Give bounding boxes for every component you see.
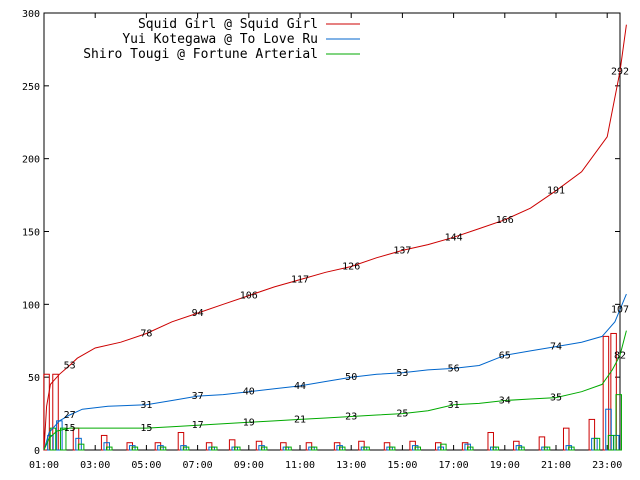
- x-tick-label: 07:00: [183, 460, 213, 471]
- data-label: 44: [294, 381, 306, 392]
- x-tick-label: 01:00: [29, 460, 59, 471]
- data-label: 53: [64, 361, 76, 372]
- data-label: 19: [243, 417, 255, 428]
- data-label: 21: [294, 414, 306, 425]
- legend-label: Shiro Tougi @ Fortune Arterial: [83, 47, 318, 62]
- hourly-bar: [260, 446, 268, 451]
- y-tick-label: 300: [22, 9, 40, 20]
- data-label: 37: [192, 391, 204, 402]
- legend-label: Squid Girl @ Squid Girl: [138, 17, 318, 32]
- legend-label: Yui Kotegawa @ To Love Ru: [122, 32, 318, 47]
- hourly-bar: [466, 446, 474, 451]
- hourly-bar: [106, 446, 113, 451]
- data-label: 15: [140, 423, 152, 434]
- data-label: 166: [496, 215, 514, 226]
- x-tick-label: 05:00: [131, 460, 161, 471]
- hourly-bar: [43, 373, 50, 451]
- hourly-bar: [210, 446, 218, 451]
- x-tick-label: 15:00: [387, 460, 417, 471]
- data-label: 65: [499, 350, 511, 361]
- data-label: 56: [448, 363, 460, 374]
- data-label: 31: [140, 400, 152, 411]
- data-label: 23: [345, 411, 357, 422]
- x-tick-label: 21:00: [541, 460, 571, 471]
- y-tick-label: 200: [22, 155, 40, 166]
- x-tick-label: 03:00: [80, 460, 110, 471]
- hourly-bar: [414, 446, 422, 451]
- x-tick-label: 23:00: [592, 460, 622, 471]
- series-line: [43, 330, 627, 451]
- hourly-bar: [518, 446, 525, 451]
- data-label: 191: [547, 186, 565, 197]
- series-line: [43, 24, 627, 451]
- hourly-bar: [568, 446, 575, 451]
- data-label: 137: [393, 245, 411, 256]
- data-label: 27: [64, 410, 76, 421]
- data-label: 35: [550, 393, 562, 404]
- data-label: 17: [192, 420, 204, 431]
- data-label: 25: [396, 409, 408, 420]
- hourly-bar: [543, 446, 551, 451]
- hourly-bar: [56, 420, 63, 451]
- data-label: 292: [611, 66, 629, 77]
- data-label: 94: [192, 308, 204, 319]
- hourly-bar: [77, 443, 85, 451]
- data-label: 15: [64, 423, 76, 434]
- data-label: 82: [614, 350, 626, 361]
- hourly-bar: [131, 446, 139, 451]
- x-tick-label: 11:00: [285, 460, 315, 471]
- x-tick-label: 17:00: [439, 460, 469, 471]
- hourly-bar: [615, 394, 622, 451]
- hourly-bar: [285, 446, 292, 451]
- y-tick-label: 250: [22, 82, 40, 93]
- data-label: 144: [445, 232, 463, 243]
- data-label: 53: [396, 368, 408, 379]
- data-label: 50: [345, 372, 357, 383]
- y-tick-label: 100: [22, 300, 40, 311]
- hourly-bar: [59, 427, 67, 451]
- y-tick-label: 150: [22, 228, 40, 239]
- hourly-bar: [182, 446, 190, 451]
- data-label: 74: [550, 342, 562, 353]
- hourly-bar: [593, 437, 601, 451]
- hourly-bar: [388, 446, 396, 451]
- y-tick-label: 50: [28, 373, 40, 384]
- hourly-bar: [363, 446, 370, 451]
- x-tick-label: 19:00: [490, 460, 520, 471]
- x-tick-label: 09:00: [234, 460, 264, 471]
- y-tick-label: 0: [34, 446, 40, 457]
- hourly-bar: [492, 446, 500, 451]
- data-label: 107: [611, 305, 629, 316]
- data-label: 78: [140, 328, 152, 339]
- hourly-bar: [440, 443, 447, 451]
- data-label: 40: [243, 387, 255, 398]
- plot-frame: [43, 12, 621, 451]
- data-label: 117: [291, 275, 309, 286]
- data-label: 31: [448, 400, 460, 411]
- hourly-bar: [607, 434, 615, 451]
- hourly-bar: [159, 446, 167, 451]
- data-label: 34: [499, 395, 511, 406]
- hourly-bar: [310, 446, 318, 451]
- data-label: 126: [342, 261, 360, 272]
- hourly-bar: [234, 446, 241, 451]
- hourly-bar: [338, 446, 346, 451]
- x-tick-label: 13:00: [336, 460, 366, 471]
- series-line: [43, 293, 627, 451]
- data-label: 106: [240, 291, 258, 302]
